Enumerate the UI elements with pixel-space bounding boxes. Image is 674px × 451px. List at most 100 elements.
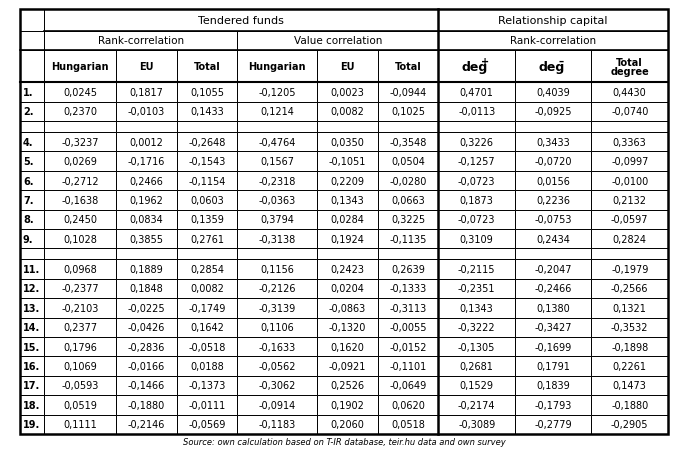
Text: -0,2115: -0,2115 (458, 264, 495, 274)
Text: 0,4430: 0,4430 (613, 88, 646, 98)
Text: -0,2836: -0,2836 (128, 342, 165, 352)
Bar (592, 171, 668, 191)
Text: 0,1343: 0,1343 (460, 303, 493, 313)
Text: -0,2712: -0,2712 (61, 176, 99, 186)
Text: -0,1543: -0,1543 (189, 157, 226, 167)
Bar (237, 83, 317, 102)
Bar (237, 414, 317, 434)
Text: -0,2174: -0,2174 (458, 400, 495, 410)
Bar (515, 260, 592, 279)
Text: 0,1343: 0,1343 (331, 195, 365, 206)
Text: Total: Total (395, 62, 421, 72)
Text: 0,2761: 0,2761 (190, 234, 224, 244)
Bar (20, 395, 44, 414)
Bar (177, 152, 237, 171)
Text: 0,1642: 0,1642 (190, 322, 224, 332)
Bar (44, 171, 117, 191)
Text: 18.: 18. (23, 400, 40, 410)
Bar (317, 318, 378, 337)
Bar (237, 32, 438, 51)
Text: 0,4701: 0,4701 (460, 88, 493, 98)
Text: -0,2103: -0,2103 (61, 303, 99, 313)
Bar (317, 337, 378, 357)
Bar (117, 357, 177, 376)
Text: -0,1898: -0,1898 (611, 342, 648, 352)
Bar (515, 279, 592, 299)
Bar (44, 318, 117, 337)
Text: 0,1106: 0,1106 (260, 322, 295, 332)
Text: 0,1433: 0,1433 (190, 107, 224, 117)
Text: 0,1214: 0,1214 (260, 107, 295, 117)
Bar (177, 395, 237, 414)
Text: 0,1620: 0,1620 (330, 342, 365, 352)
Text: -0,3548: -0,3548 (390, 138, 427, 147)
Bar (317, 83, 378, 102)
Text: -0,2566: -0,2566 (611, 284, 648, 294)
Bar (20, 357, 44, 376)
Bar (378, 51, 438, 83)
Bar (177, 122, 237, 133)
Bar (177, 260, 237, 279)
Text: -0,1205: -0,1205 (259, 88, 296, 98)
Text: -0,1793: -0,1793 (534, 400, 572, 410)
Text: -0,1699: -0,1699 (534, 342, 572, 352)
Text: 0,2681: 0,2681 (460, 361, 493, 371)
Text: -0,1101: -0,1101 (390, 361, 427, 371)
Text: deg: deg (462, 60, 488, 74)
Bar (117, 414, 177, 434)
Bar (438, 102, 515, 122)
Bar (117, 152, 177, 171)
Bar (177, 210, 237, 230)
Bar (438, 260, 515, 279)
Text: 0,2132: 0,2132 (613, 195, 647, 206)
Text: 17.: 17. (23, 381, 40, 391)
Bar (237, 279, 317, 299)
Bar (438, 318, 515, 337)
Bar (117, 299, 177, 318)
Bar (44, 210, 117, 230)
Text: 0,0834: 0,0834 (129, 215, 164, 225)
Text: 6.: 6. (23, 176, 34, 186)
Text: -0,3237: -0,3237 (61, 138, 99, 147)
Bar (177, 318, 237, 337)
Bar (20, 249, 44, 260)
Bar (592, 279, 668, 299)
Bar (177, 230, 237, 249)
Bar (592, 299, 668, 318)
Bar (378, 171, 438, 191)
Bar (592, 122, 668, 133)
Bar (378, 260, 438, 279)
Bar (438, 414, 515, 434)
Text: -0,0593: -0,0593 (61, 381, 99, 391)
Bar (117, 376, 177, 395)
Bar (378, 395, 438, 414)
Bar (317, 171, 378, 191)
Text: 0,0156: 0,0156 (537, 176, 570, 186)
Bar (378, 249, 438, 260)
Text: -0,0363: -0,0363 (259, 195, 296, 206)
Bar (44, 191, 117, 210)
Text: 0,0504: 0,0504 (391, 157, 425, 167)
Text: 11.: 11. (23, 264, 40, 274)
Text: -0,1880: -0,1880 (128, 400, 165, 410)
Text: 0,2060: 0,2060 (330, 419, 365, 429)
Bar (438, 51, 515, 83)
Bar (592, 249, 668, 260)
Bar (20, 32, 44, 51)
Bar (592, 210, 668, 230)
Text: 0,3794: 0,3794 (260, 215, 295, 225)
Text: -0,0280: -0,0280 (390, 176, 427, 186)
Bar (438, 376, 515, 395)
Text: -0,2318: -0,2318 (259, 176, 296, 186)
Bar (177, 83, 237, 102)
Bar (237, 210, 317, 230)
Bar (378, 83, 438, 102)
Text: 0,0284: 0,0284 (330, 215, 365, 225)
Bar (117, 191, 177, 210)
Bar (515, 51, 592, 83)
Bar (515, 83, 592, 102)
Bar (237, 51, 317, 83)
Bar (378, 318, 438, 337)
Text: -0,1466: -0,1466 (128, 381, 165, 391)
Text: -0,1051: -0,1051 (329, 157, 366, 167)
